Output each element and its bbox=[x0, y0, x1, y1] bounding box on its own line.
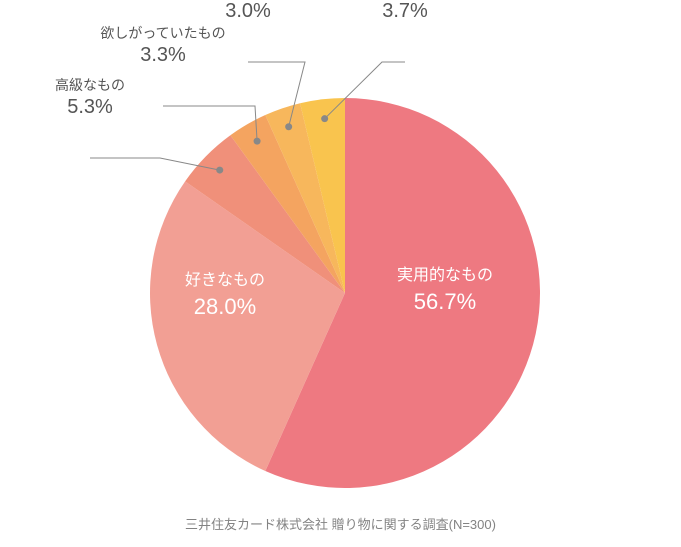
slice-pct: 3.7% bbox=[382, 0, 428, 24]
pie-slice-label-outside: 趣味に関するもの3.0% bbox=[192, 0, 304, 24]
slice-pct: 28.0% bbox=[185, 292, 265, 323]
slice-name: 好きなもの bbox=[185, 270, 265, 292]
slice-pct: 5.3% bbox=[55, 94, 125, 120]
pie-slice-label-outside: 欲しがっていたもの3.3% bbox=[100, 24, 225, 68]
slice-pct: 3.3% bbox=[100, 42, 225, 68]
pie-slice-label-inside: 実用的なもの56.7% bbox=[397, 265, 493, 318]
slice-pct: 3.0% bbox=[192, 0, 304, 24]
pie-slice-label-outside: 高級なもの5.3% bbox=[55, 76, 125, 120]
slice-name: 高級なもの bbox=[55, 76, 125, 94]
pie-slice-label-outside: その他3.7% bbox=[382, 0, 428, 24]
slice-name: 欲しがっていたもの bbox=[100, 24, 225, 42]
chart-caption: 三井住友カード株式会社 贈り物に関する調査(N=300) bbox=[0, 514, 681, 533]
pie-slice-label-inside: 好きなもの28.0% bbox=[185, 270, 265, 323]
slice-name: 実用的なもの bbox=[397, 265, 493, 287]
pie-chart-container: 実用的なもの56.7%好きなもの28.0%高級なもの5.3%欲しがっていたもの3… bbox=[0, 0, 681, 547]
slice-pct: 56.7% bbox=[397, 287, 493, 318]
